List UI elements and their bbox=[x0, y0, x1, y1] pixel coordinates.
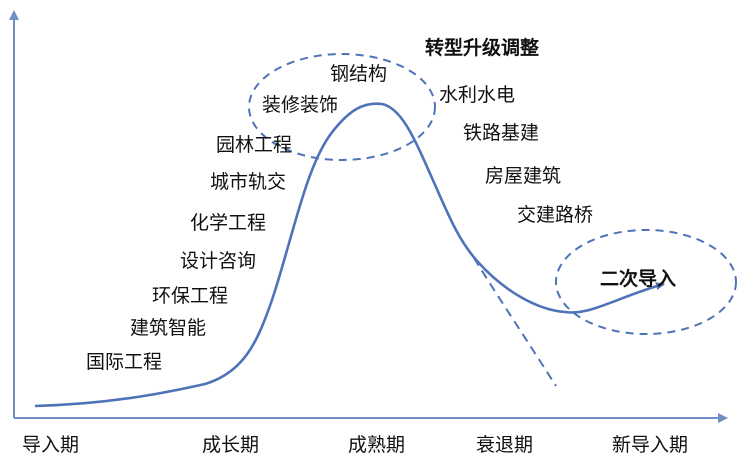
stage-label-growth: 成长期 bbox=[202, 434, 260, 456]
industry-label-design-consulting: 设计咨询 bbox=[180, 250, 257, 272]
stage-label-introduction: 导入期 bbox=[22, 434, 80, 456]
peak-dashed-ellipse bbox=[248, 53, 436, 161]
industry-label-water-conservancy: 水利水电 bbox=[439, 84, 516, 106]
reintroduction-heading: 二次导入 bbox=[600, 268, 677, 290]
industry-label-building-intelligence: 建筑智能 bbox=[130, 317, 207, 339]
industry-label-urban-rail: 城市轨交 bbox=[210, 171, 287, 193]
industry-label-decoration: 装修装饰 bbox=[262, 94, 339, 116]
industry-label-transport-bridge: 交建路桥 bbox=[517, 204, 594, 226]
industry-label-housing: 房屋建筑 bbox=[485, 165, 562, 187]
stage-label-new-introduction: 新导入期 bbox=[612, 434, 689, 456]
industry-label-steel-structure: 钢结构 bbox=[330, 63, 388, 85]
industry-label-international: 国际工程 bbox=[86, 351, 163, 373]
transition-heading: 转型升级调整 bbox=[425, 37, 540, 59]
industry-label-landscape: 园林工程 bbox=[216, 134, 293, 156]
industry-label-railway: 铁路基建 bbox=[463, 122, 540, 144]
lifecycle-curve bbox=[34, 102, 665, 408]
industry-label-chemical: 化学工程 bbox=[190, 212, 267, 234]
decline-dashed-line bbox=[473, 257, 557, 387]
stage-label-decline: 衰退期 bbox=[476, 434, 534, 456]
reintroduction-dashed-ellipse bbox=[555, 229, 737, 335]
stage-label-maturity: 成熟期 bbox=[348, 434, 406, 456]
industry-label-environmental: 环保工程 bbox=[152, 285, 229, 307]
